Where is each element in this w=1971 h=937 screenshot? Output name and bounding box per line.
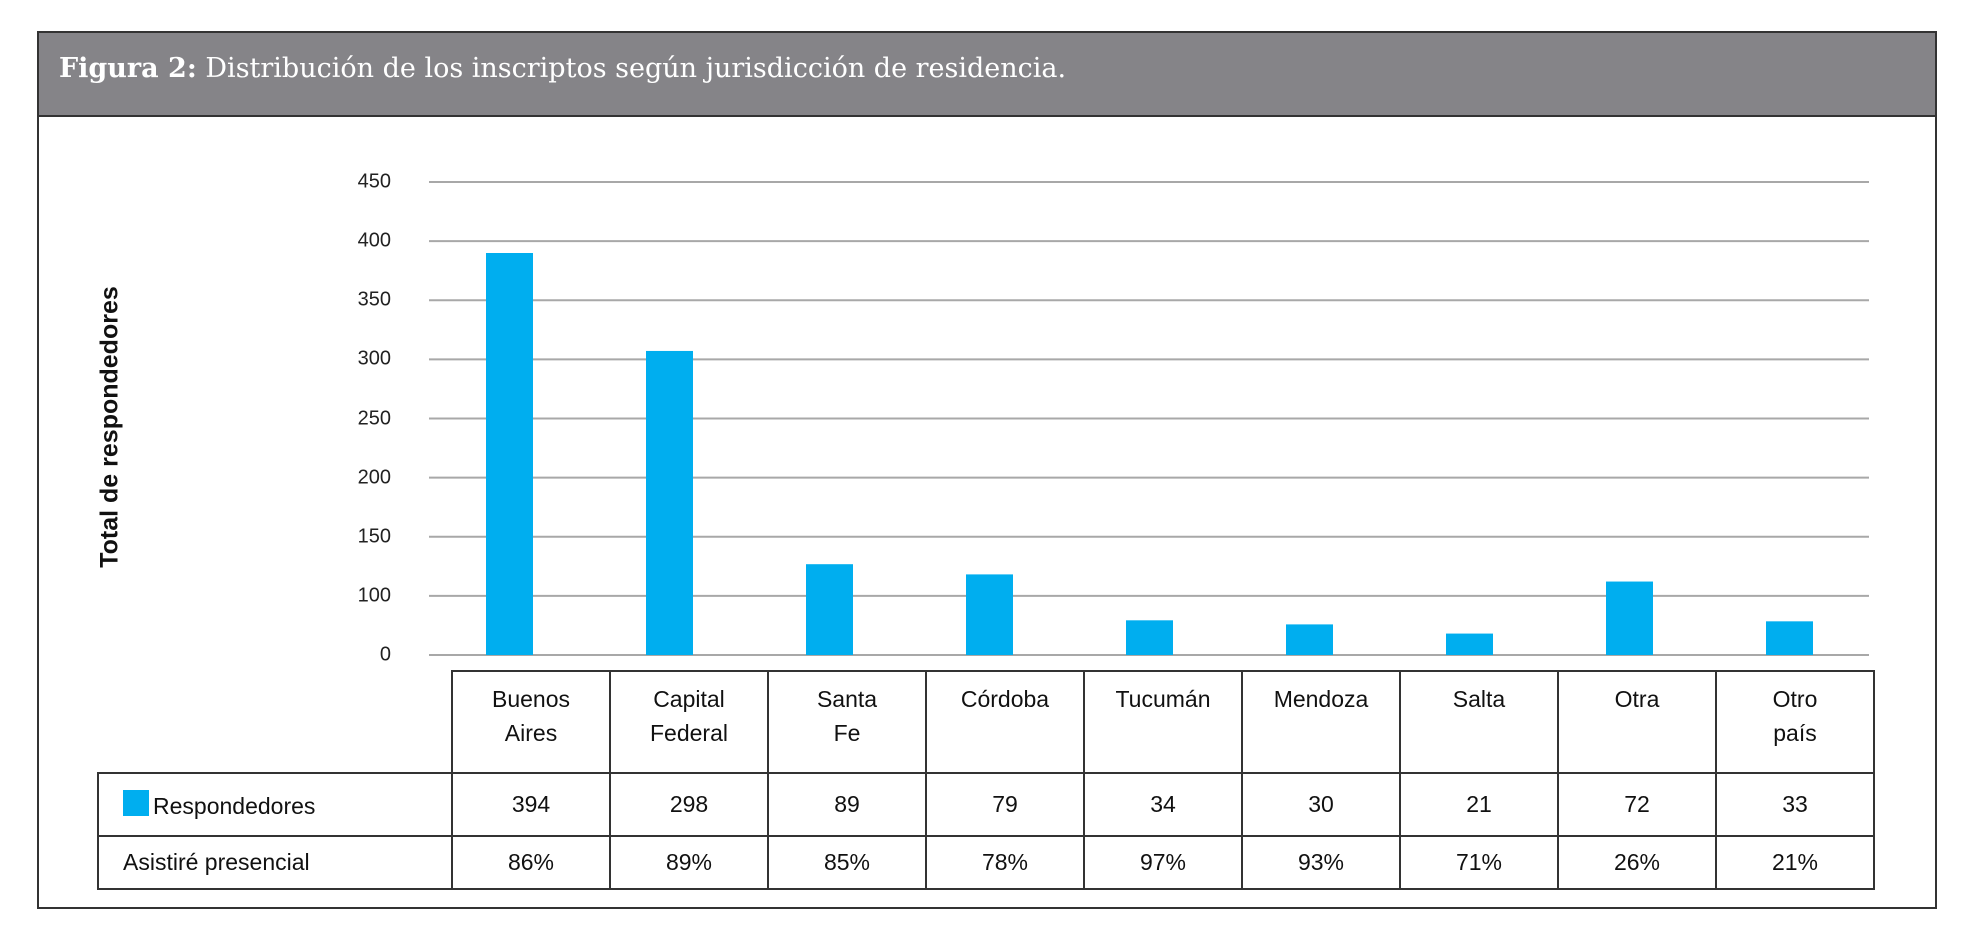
category-label-line: Aires — [504, 720, 558, 746]
data-cell: 86% — [451, 835, 611, 890]
category-label: Capital Federal — [609, 670, 769, 774]
bar — [1286, 624, 1333, 655]
data-cell: 26% — [1557, 835, 1717, 890]
bar — [806, 564, 853, 655]
y-tick-label: 150 — [357, 525, 391, 548]
category-label-line: Federal — [650, 720, 728, 746]
data-cell: 79 — [925, 772, 1085, 837]
data-cell: 33 — [1715, 772, 1875, 837]
category-label-line: Buenos — [491, 686, 570, 712]
data-cell: 21% — [1715, 835, 1875, 890]
y-tick-label: 100 — [357, 584, 391, 607]
figure-label: Figura 2: — [59, 53, 197, 84]
category-label: Otra — [1557, 670, 1717, 774]
y-tick-label: 350 — [357, 288, 391, 311]
category-label-line: Mendoza — [1273, 686, 1369, 712]
category-label-line: Salta — [1452, 686, 1506, 712]
category-label: Santa Fe — [767, 670, 927, 774]
category-label: Buenos Aires — [451, 670, 611, 774]
data-cell: 93% — [1241, 835, 1401, 890]
data-cell: 71% — [1399, 835, 1559, 890]
category-label: Otro país — [1715, 670, 1875, 774]
bar — [1126, 620, 1173, 655]
category-label-line: país — [1773, 720, 1817, 746]
category-label-line: Otro — [1772, 686, 1818, 712]
data-cell: 89% — [609, 835, 769, 890]
row-label-asistire: Asistiré presencial — [97, 835, 453, 890]
data-cell: 72 — [1557, 772, 1717, 837]
category-label-line: Capital — [653, 686, 725, 712]
y-tick-label: 300 — [357, 347, 391, 370]
legend-respondedores: Respondedores — [97, 772, 453, 837]
data-cell: 394 — [451, 772, 611, 837]
category-label-line: Córdoba — [960, 686, 1050, 712]
category-label-line: Santa — [816, 686, 878, 712]
table-corner — [98, 671, 452, 774]
category-label: Salta — [1399, 670, 1559, 774]
category-label-line: Fe — [833, 720, 861, 746]
figure-title: Figura 2: Distribución de los inscriptos… — [59, 53, 1066, 84]
row-label: Respondedores — [153, 792, 316, 819]
data-table: Buenos Aires Capital Federal Santa Fe Córdoba T… — [97, 670, 1875, 890]
y-tick-label: 400 — [357, 229, 391, 252]
y-tick-label: 0 — [379, 643, 391, 666]
bar — [966, 574, 1013, 655]
bar — [1606, 581, 1653, 655]
data-cell: 21 — [1399, 772, 1559, 837]
bar — [1766, 621, 1813, 655]
category-label: Córdoba — [925, 670, 1085, 774]
bar — [1446, 633, 1493, 655]
category-label: Mendoza — [1241, 670, 1401, 774]
data-cell: 97% — [1083, 835, 1243, 890]
y-tick-label: 250 — [357, 407, 391, 429]
data-cell: 34 — [1083, 772, 1243, 837]
figure-header: Figura 2: Distribución de los inscriptos… — [39, 33, 1935, 117]
category-label-line: Otra — [1614, 686, 1660, 712]
figure-frame: Figura 2: Distribución de los inscriptos… — [37, 31, 1937, 909]
figure-title-text: Distribución de los inscriptos según jur… — [205, 53, 1067, 84]
bar — [486, 253, 533, 655]
y-tick-label: 200 — [357, 466, 391, 489]
bar — [646, 350, 693, 655]
category-label-line: Tucumán — [1115, 686, 1211, 712]
data-cell: 78% — [925, 835, 1085, 890]
data-cell: 89 — [767, 772, 927, 837]
category-label: Tucumán — [1083, 670, 1243, 774]
data-cell: 30 — [1241, 772, 1401, 837]
legend-swatch — [123, 789, 149, 816]
data-cell: 85% — [767, 835, 927, 890]
data-cell: 298 — [609, 772, 769, 837]
y-tick-label: 450 — [357, 170, 391, 193]
